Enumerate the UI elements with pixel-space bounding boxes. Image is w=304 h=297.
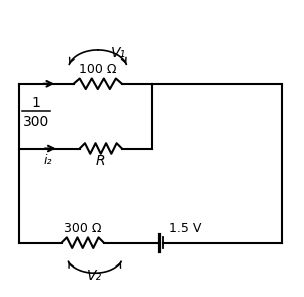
Text: 100 Ω: 100 Ω	[79, 64, 116, 76]
Text: 300 Ω: 300 Ω	[64, 222, 102, 235]
Text: R: R	[96, 154, 105, 168]
Text: 1: 1	[32, 96, 40, 110]
Text: 1.5 V: 1.5 V	[168, 222, 201, 235]
Text: i₂: i₂	[44, 154, 52, 168]
Text: 300: 300	[23, 115, 49, 129]
Text: V₂: V₂	[87, 269, 102, 283]
Text: V₁: V₁	[111, 46, 126, 60]
